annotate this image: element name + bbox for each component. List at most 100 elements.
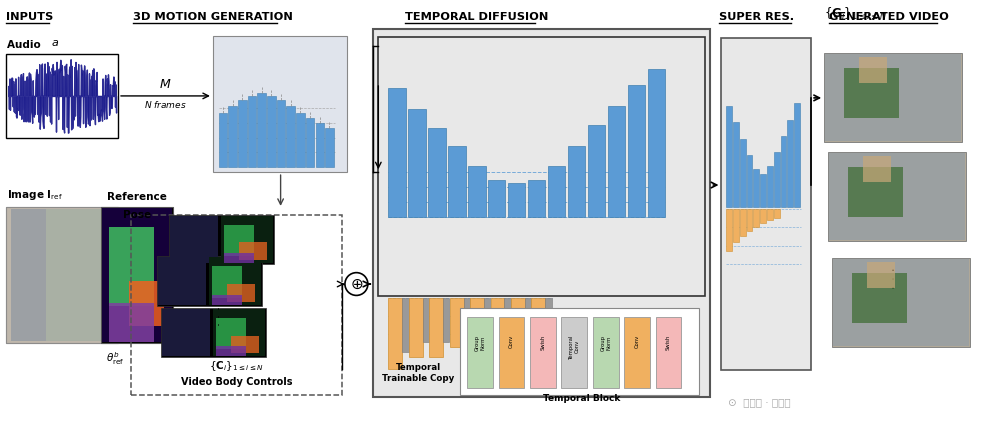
- Bar: [224, 225, 254, 256]
- Bar: [608, 106, 625, 217]
- Bar: [624, 317, 650, 388]
- Text: $a$: $a$: [51, 38, 59, 49]
- Text: Reference: Reference: [107, 192, 167, 202]
- Text: Temporal
Conv: Temporal Conv: [569, 334, 580, 359]
- Bar: [829, 153, 965, 240]
- Text: Pose: Pose: [123, 210, 151, 220]
- Bar: [561, 317, 587, 388]
- Bar: [848, 167, 903, 217]
- Bar: [221, 216, 273, 263]
- Bar: [628, 85, 645, 217]
- Bar: [228, 106, 237, 167]
- Text: ⊙  公众号 · 新智元: ⊙ 公众号 · 新智元: [728, 397, 791, 407]
- Bar: [6, 55, 118, 138]
- Bar: [428, 128, 446, 217]
- Bar: [588, 125, 605, 217]
- Bar: [787, 120, 793, 207]
- Bar: [6, 207, 118, 343]
- Text: $M$: $M$: [159, 78, 171, 91]
- Text: GENERATED VIDEO: GENERATED VIDEO: [829, 12, 949, 22]
- Bar: [867, 262, 895, 288]
- Bar: [726, 106, 732, 207]
- Text: $\{\mathbf{G}_i\}_{1\leq i\leq N}$: $\{\mathbf{G}_i\}_{1\leq i\leq N}$: [824, 6, 887, 22]
- Bar: [525, 298, 531, 325]
- Bar: [863, 156, 891, 182]
- Bar: [852, 273, 907, 322]
- Bar: [257, 93, 266, 167]
- Text: $\{\mathbf{C}_i\}_{1\leq i\leq N}$: $\{\mathbf{C}_i\}_{1\leq i\leq N}$: [209, 359, 264, 373]
- Text: $\theta^b_{\mathrm{ref}}$: $\theta^b_{\mathrm{ref}}$: [106, 350, 125, 367]
- Bar: [227, 284, 255, 302]
- Bar: [409, 298, 423, 357]
- Bar: [158, 257, 206, 305]
- Bar: [656, 317, 681, 388]
- Text: Conv: Conv: [635, 334, 640, 348]
- Bar: [373, 29, 710, 397]
- Bar: [733, 209, 739, 242]
- Bar: [488, 180, 505, 217]
- Text: · · ·: · · ·: [214, 306, 227, 326]
- Bar: [721, 38, 811, 370]
- Bar: [239, 242, 267, 260]
- Bar: [213, 35, 347, 172]
- Bar: [212, 266, 242, 298]
- Bar: [774, 153, 780, 207]
- Bar: [828, 153, 966, 242]
- Bar: [131, 215, 342, 395]
- Bar: [753, 169, 759, 207]
- Bar: [443, 298, 449, 343]
- Text: Temporal
Trainable Copy: Temporal Trainable Copy: [382, 363, 454, 383]
- Bar: [248, 96, 256, 167]
- Bar: [781, 136, 786, 207]
- Bar: [794, 104, 800, 207]
- Text: Group
Norm: Group Norm: [475, 334, 485, 351]
- Bar: [429, 298, 443, 357]
- Bar: [170, 216, 218, 263]
- Bar: [747, 155, 752, 207]
- Bar: [423, 298, 429, 343]
- Bar: [11, 209, 46, 342]
- Bar: [760, 174, 766, 207]
- Bar: [740, 209, 746, 236]
- Bar: [760, 209, 766, 223]
- Bar: [6, 207, 118, 343]
- Text: SUPER RES.: SUPER RES.: [719, 12, 795, 22]
- Bar: [508, 183, 525, 217]
- Bar: [162, 309, 210, 356]
- Bar: [491, 298, 504, 340]
- Text: · · ·: · · ·: [888, 267, 902, 289]
- Bar: [102, 208, 172, 343]
- Bar: [832, 258, 970, 347]
- Bar: [824, 53, 962, 142]
- Bar: [747, 209, 752, 231]
- Bar: [286, 106, 295, 167]
- Bar: [109, 227, 154, 306]
- Bar: [528, 180, 545, 217]
- Text: TEMPORAL DIFFUSION: TEMPORAL DIFFUSION: [405, 12, 549, 22]
- Bar: [774, 209, 780, 219]
- Bar: [448, 146, 466, 217]
- Bar: [316, 123, 324, 167]
- Bar: [213, 309, 265, 356]
- Text: Image $\mathbf{I}_{\mathrm{ref}}$: Image $\mathbf{I}_{\mathrm{ref}}$: [7, 188, 63, 202]
- Bar: [833, 259, 969, 346]
- Bar: [408, 109, 426, 217]
- Bar: [733, 122, 739, 207]
- Text: Swish: Swish: [540, 334, 545, 350]
- Bar: [238, 100, 247, 167]
- Text: INPUTS: INPUTS: [6, 12, 54, 22]
- Bar: [504, 298, 511, 330]
- Text: Temporal Block: Temporal Block: [543, 394, 620, 403]
- Bar: [464, 298, 470, 336]
- Bar: [306, 118, 314, 167]
- Bar: [767, 209, 773, 220]
- Bar: [450, 298, 464, 347]
- Bar: [548, 167, 565, 217]
- Bar: [296, 113, 305, 167]
- Bar: [388, 298, 402, 369]
- Bar: [530, 317, 556, 388]
- Text: Audio: Audio: [7, 40, 48, 50]
- Bar: [740, 139, 746, 207]
- Bar: [161, 308, 266, 357]
- Bar: [224, 253, 254, 263]
